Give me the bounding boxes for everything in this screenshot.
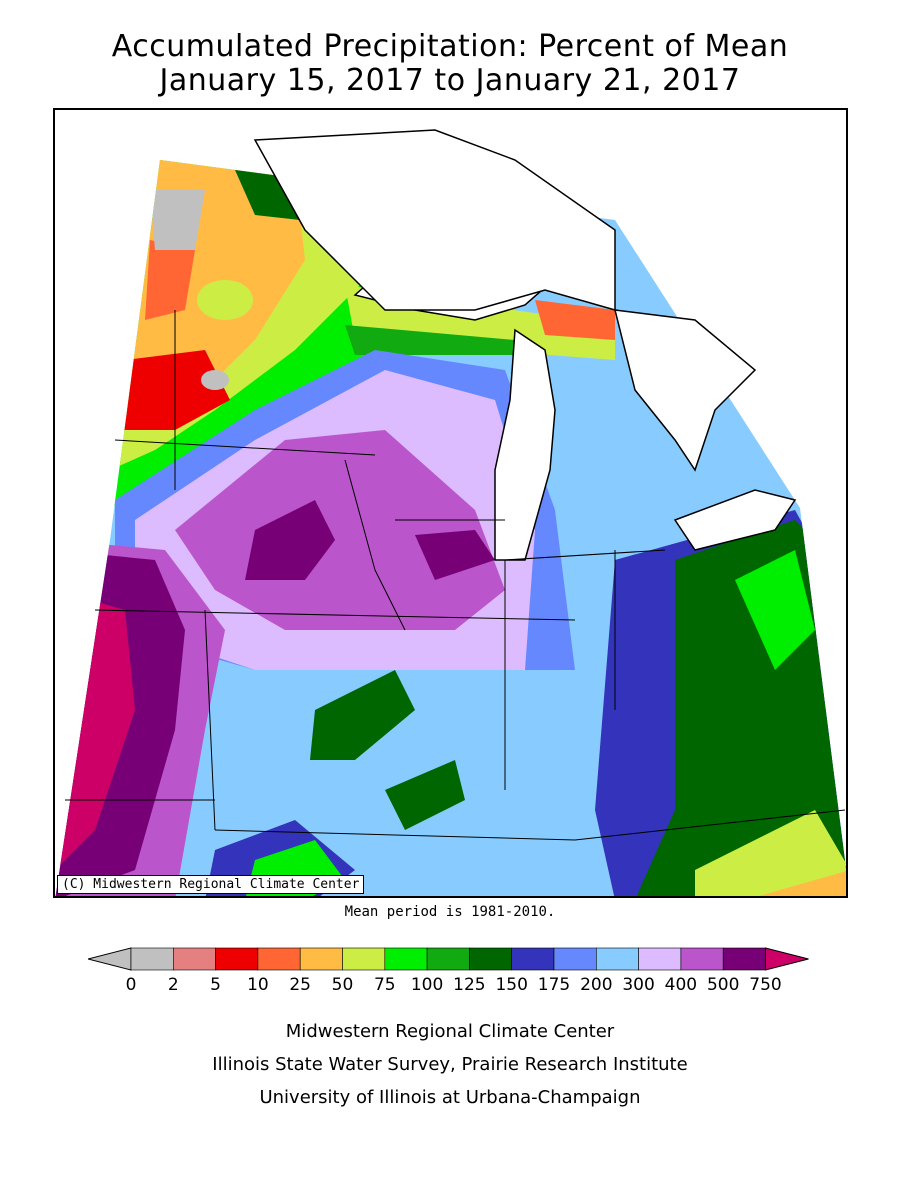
mean-period-note: Mean period is 1981-2010. [344,904,556,920]
legend-tick-label: 300 [622,975,655,995]
color-legend [88,947,809,971]
legend-tick-label: 200 [580,975,613,995]
legend-tick-label: 500 [706,975,740,995]
map-date-range: January 15, 2017 to January 21, 2017 [159,63,741,98]
legend-swatch [173,947,216,971]
legend-swatch [469,947,512,971]
legend-swatch [299,947,343,971]
legend-tick-label: 0 [125,975,137,995]
legend-swatch [215,947,259,971]
legend-swatch [595,947,639,971]
legend-tick-label: 175 [537,975,571,995]
legend-tick-label: 50 [331,975,354,995]
legend-tick-label: 5 [210,975,221,995]
legend-tick-label: 150 [495,975,528,995]
legend-swatch [384,947,428,971]
legend-swatch [257,947,301,971]
copyright-label: (C) Midwestern Regional Climate Center [57,875,365,894]
legend-swatch [511,947,555,971]
credit-mrcc: Midwestern Regional Climate Center [285,1021,615,1042]
legend-tick-label: 25 [289,975,311,995]
legend-swatch [130,947,174,971]
legend-under-arrow [88,947,132,971]
legend-over-arrow [765,947,809,971]
legend-swatch [342,947,386,971]
legend-tick-label: 10 [247,975,269,995]
legend-tick-label: 125 [453,975,486,995]
great-lakes [253,129,797,561]
legend-swatch [680,947,724,971]
legend-tick-label: 2 [167,975,179,995]
credit-isws: Illinois State Water Survey, Prairie Res… [212,1054,688,1075]
legend-tick-label: 75 [373,975,396,995]
map-title: Accumulated Precipitation: Percent of Me… [111,29,789,64]
legend-swatch [638,947,682,971]
precipitation-map: (C) Midwestern Regional Climate Center [53,108,848,898]
legend-swatch [553,947,597,971]
legend-tick-label: 750 [749,975,782,995]
credit-uiuc: University of Illinois at Urbana-Champai… [259,1087,641,1108]
legend-tick-label: 100 [410,975,444,995]
legend-tick-label: 400 [664,975,698,995]
legend-swatch [426,947,470,971]
legend-swatch [722,947,766,971]
state-boundaries [65,310,846,841]
